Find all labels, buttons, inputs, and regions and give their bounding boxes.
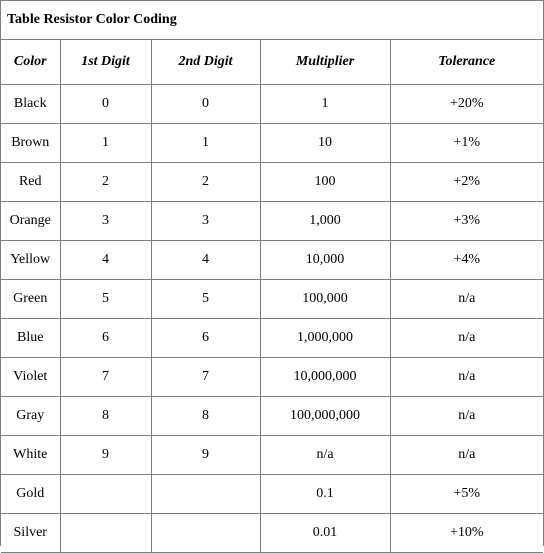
- header-second-digit: 2nd Digit: [150, 40, 261, 85]
- table-row: Brown 1 1 10 +1%: [1, 123, 543, 163]
- table-row: Gold 0.1 +5%: [1, 474, 543, 514]
- color-cell: Silver: [1, 513, 61, 553]
- table-row: Silver 0.01 +10%: [1, 513, 543, 553]
- first-digit-cell: 9: [59, 435, 152, 475]
- tolerance-cell: +4%: [389, 240, 543, 280]
- multiplier-cell: 1,000,000: [259, 318, 391, 358]
- second-digit-cell: 6: [150, 318, 261, 358]
- multiplier-cell: 100: [259, 162, 391, 202]
- tolerance-cell: +10%: [389, 513, 543, 553]
- table-row: Gray 8 8 100,000,000 n/a: [1, 396, 543, 436]
- first-digit-cell: 0: [59, 84, 152, 124]
- second-digit-cell: 3: [150, 201, 261, 241]
- table-row: White 9 9 n/a n/a: [1, 435, 543, 475]
- first-digit-cell: 2: [59, 162, 152, 202]
- first-digit-cell: [59, 513, 152, 553]
- multiplier-cell: 100,000,000: [259, 396, 391, 436]
- color-cell: Red: [1, 162, 61, 202]
- color-cell: White: [1, 435, 61, 475]
- tolerance-cell: +3%: [389, 201, 543, 241]
- first-digit-cell: 8: [59, 396, 152, 436]
- table-title: Table Resistor Color Coding: [1, 1, 543, 40]
- header-tolerance: Tolerance: [389, 40, 543, 85]
- multiplier-cell: 1: [259, 84, 391, 124]
- tolerance-cell: +20%: [389, 84, 543, 124]
- multiplier-cell: 0.01: [259, 513, 391, 553]
- second-digit-cell: [150, 513, 261, 553]
- header-multiplier: Multiplier: [259, 40, 391, 85]
- second-digit-cell: 5: [150, 279, 261, 319]
- table-body: Black 0 0 1 +20% Brown 1 1 10 +1% Red 2 2 100 +2% Orang…: [1, 84, 543, 553]
- first-digit-cell: 1: [59, 123, 152, 163]
- tolerance-cell: +1%: [389, 123, 543, 163]
- first-digit-cell: 5: [59, 279, 152, 319]
- tolerance-cell: +5%: [389, 474, 543, 514]
- color-cell: Green: [1, 279, 61, 319]
- color-cell: Black: [1, 84, 61, 124]
- tolerance-cell: n/a: [389, 279, 543, 319]
- color-cell: Gold: [1, 474, 61, 514]
- color-cell: Gray: [1, 396, 61, 436]
- table-row: Yellow 4 4 10,000 +4%: [1, 240, 543, 280]
- second-digit-cell: 8: [150, 396, 261, 436]
- second-digit-cell: 9: [150, 435, 261, 475]
- second-digit-cell: [150, 474, 261, 514]
- first-digit-cell: 6: [59, 318, 152, 358]
- tolerance-cell: n/a: [389, 318, 543, 358]
- table-row: Green 5 5 100,000 n/a: [1, 279, 543, 319]
- multiplier-cell: n/a: [259, 435, 391, 475]
- table-row: Blue 6 6 1,000,000 n/a: [1, 318, 543, 358]
- multiplier-cell: 10,000,000: [259, 357, 391, 397]
- first-digit-cell: 4: [59, 240, 152, 280]
- tolerance-cell: n/a: [389, 435, 543, 475]
- multiplier-cell: 10,000: [259, 240, 391, 280]
- second-digit-cell: 1: [150, 123, 261, 163]
- color-cell: Orange: [1, 201, 61, 241]
- tolerance-cell: n/a: [389, 396, 543, 436]
- table-row: Black 0 0 1 +20%: [1, 84, 543, 124]
- resistor-color-table: Color 1st Digit 2nd Digit Multiplier Tol…: [1, 40, 543, 553]
- header-row: Color 1st Digit 2nd Digit Multiplier Tol…: [1, 40, 543, 85]
- tolerance-cell: n/a: [389, 357, 543, 397]
- second-digit-cell: 2: [150, 162, 261, 202]
- multiplier-cell: 0.1: [259, 474, 391, 514]
- first-digit-cell: [59, 474, 152, 514]
- first-digit-cell: 7: [59, 357, 152, 397]
- color-cell: Yellow: [1, 240, 61, 280]
- second-digit-cell: 7: [150, 357, 261, 397]
- multiplier-cell: 100,000: [259, 279, 391, 319]
- table-row: Violet 7 7 10,000,000 n/a: [1, 357, 543, 397]
- first-digit-cell: 3: [59, 201, 152, 241]
- second-digit-cell: 0: [150, 84, 261, 124]
- tolerance-cell: +2%: [389, 162, 543, 202]
- color-cell: Brown: [1, 123, 61, 163]
- table-row: Red 2 2 100 +2%: [1, 162, 543, 202]
- multiplier-cell: 10: [259, 123, 391, 163]
- header-color: Color: [1, 40, 61, 85]
- table-row: Orange 3 3 1,000 +3%: [1, 201, 543, 241]
- multiplier-cell: 1,000: [259, 201, 391, 241]
- second-digit-cell: 4: [150, 240, 261, 280]
- color-cell: Blue: [1, 318, 61, 358]
- color-cell: Violet: [1, 357, 61, 397]
- header-first-digit: 1st Digit: [59, 40, 152, 85]
